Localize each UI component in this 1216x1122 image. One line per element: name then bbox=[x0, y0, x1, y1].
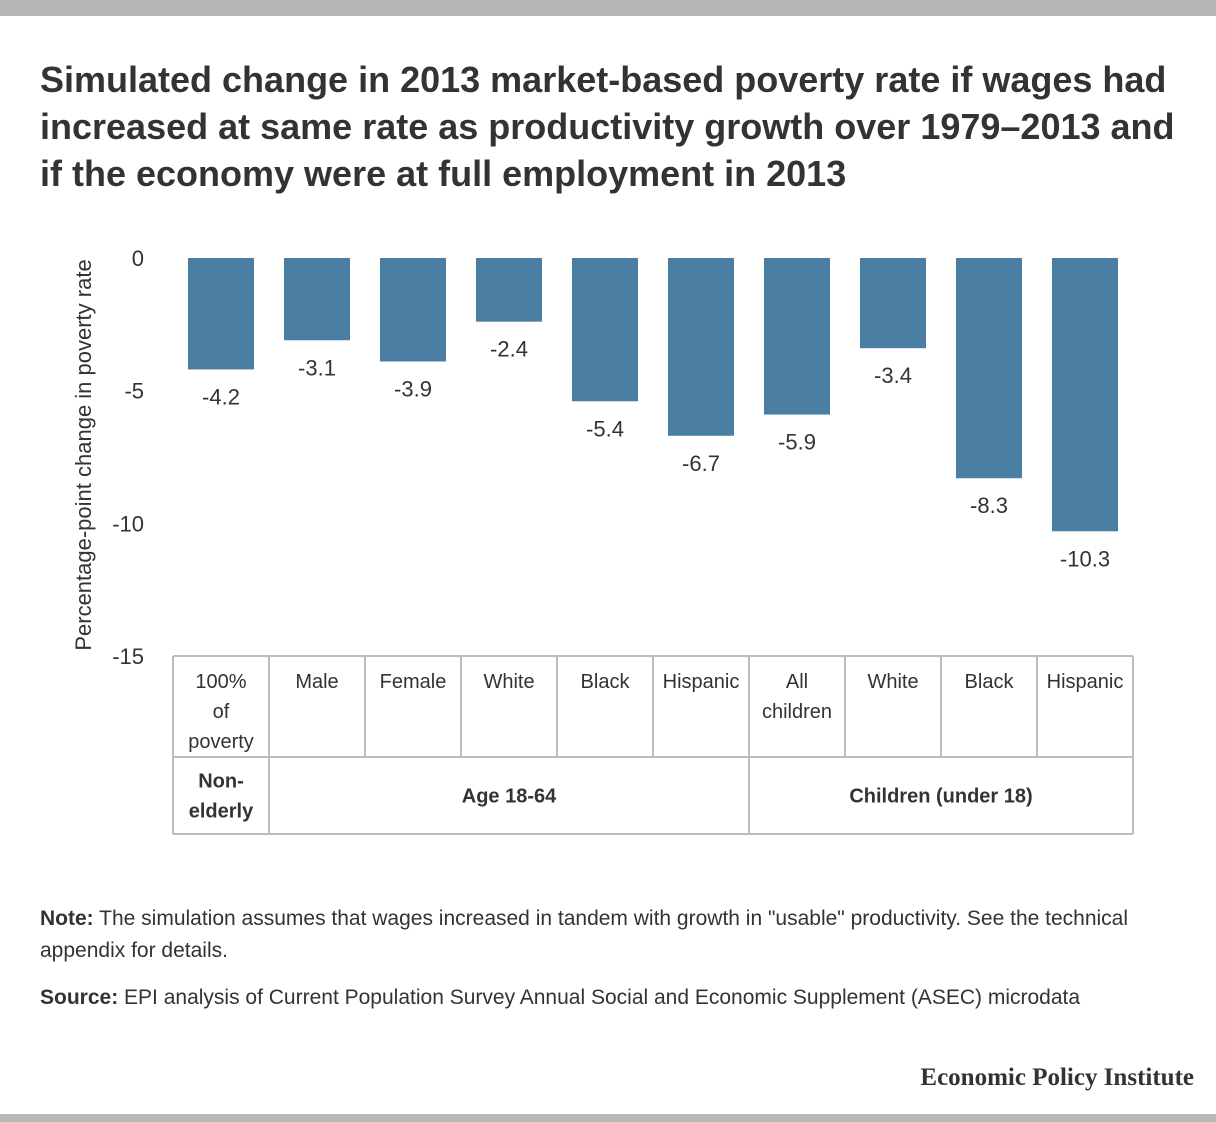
group-label: Age 18-64 bbox=[462, 786, 557, 808]
category-label: White bbox=[483, 671, 534, 693]
bar bbox=[284, 258, 350, 341]
category-label: Black bbox=[581, 671, 631, 693]
bar bbox=[764, 258, 830, 415]
bar-chart: Percentage-point change in poverty rate 0… bbox=[71, 246, 1134, 835]
group-label: Children (under 18) bbox=[849, 786, 1032, 808]
bar-value-label: -10.3 bbox=[1060, 546, 1110, 571]
category-label: Male bbox=[295, 671, 338, 693]
y-tick-label: -10 bbox=[112, 511, 144, 536]
bar-value-label: -5.9 bbox=[778, 430, 816, 455]
bar-value-label: -8.3 bbox=[970, 493, 1008, 518]
category-label: All children bbox=[762, 671, 832, 723]
category-label: Female bbox=[380, 671, 447, 693]
bar bbox=[380, 258, 446, 362]
top-border bbox=[0, 0, 1216, 16]
bottom-border bbox=[0, 1114, 1216, 1122]
chart-source: Source: EPI analysis of Current Populati… bbox=[40, 982, 1190, 1014]
category-label: Hispanic bbox=[1047, 671, 1124, 693]
bar bbox=[860, 258, 926, 349]
bar bbox=[572, 258, 638, 402]
y-axis-label: Percentage-point change in poverty rate bbox=[71, 259, 96, 650]
chart-title: Simulated change in 2013 market-based po… bbox=[40, 59, 1175, 194]
bar-value-label: -3.9 bbox=[394, 376, 432, 401]
bar bbox=[1052, 258, 1118, 532]
group-label: Non-elderly bbox=[189, 771, 254, 823]
y-tick-label: -5 bbox=[124, 379, 144, 404]
chart-note: Note: The simulation assumes that wages … bbox=[40, 903, 1190, 967]
note-text: The simulation assumes that wages increa… bbox=[40, 907, 1129, 962]
bar bbox=[668, 258, 734, 436]
source-label: Source: bbox=[40, 986, 119, 1009]
y-tick-label: -15 bbox=[112, 644, 144, 669]
note-label: Note: bbox=[40, 907, 94, 930]
bar-value-label: -6.7 bbox=[682, 451, 720, 476]
source-text: EPI analysis of Current Population Surve… bbox=[124, 986, 1081, 1009]
category-label: Hispanic bbox=[663, 671, 740, 693]
y-tick-label: 0 bbox=[132, 246, 144, 271]
bar bbox=[188, 258, 254, 370]
category-label: White bbox=[867, 671, 918, 693]
category-label: Black bbox=[965, 671, 1015, 693]
bar-value-label: -5.4 bbox=[586, 416, 624, 441]
bar-value-label: -4.2 bbox=[202, 384, 240, 409]
bar-value-label: -2.4 bbox=[490, 337, 528, 362]
bar-value-label: -3.4 bbox=[874, 363, 912, 388]
bar-value-label: -3.1 bbox=[298, 355, 336, 380]
bar bbox=[476, 258, 542, 322]
category-label: 100% of poverty bbox=[188, 671, 254, 753]
bar bbox=[956, 258, 1022, 479]
brand-logo-text: Economic Policy Institute bbox=[920, 1064, 1194, 1091]
